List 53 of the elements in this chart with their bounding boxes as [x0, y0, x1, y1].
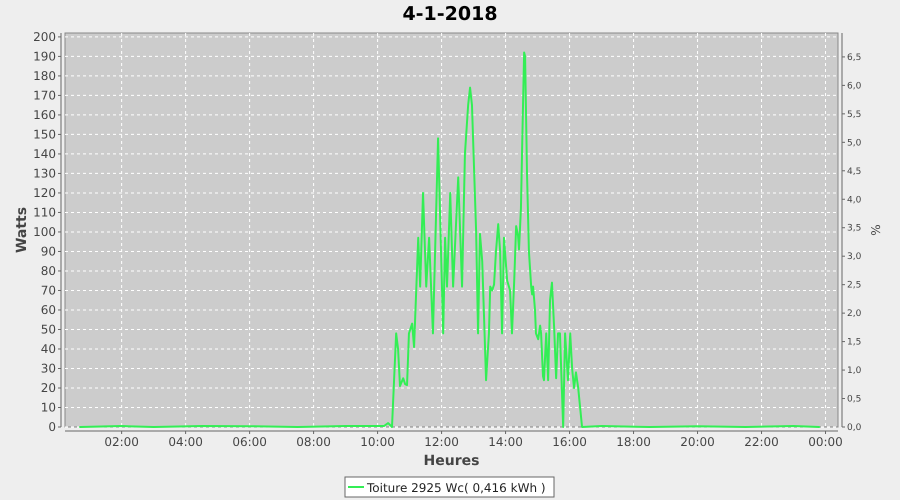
- y-axis-title: Watts: [14, 206, 30, 254]
- x-tick-label: 14:00: [488, 435, 523, 449]
- y2-tick-label: 5,0: [847, 138, 862, 148]
- y-tick-label: 80: [40, 264, 56, 278]
- y2-tick-label: 4,5: [847, 166, 862, 177]
- x-tick-label: 06:00: [232, 435, 267, 449]
- y2-tick-label: 1,5: [847, 338, 862, 348]
- y2-tick-label: 1,0: [847, 366, 862, 376]
- x-tick-label: 22:00: [744, 435, 779, 449]
- line-series: [79, 52, 820, 428]
- y2-axis-title: %: [869, 224, 883, 236]
- x-tick-label: 02:00: [104, 435, 139, 449]
- y-tick-label: 180: [33, 68, 56, 83]
- y2-tick-label: 3,0: [847, 252, 862, 262]
- x-axis-title: Heures: [424, 453, 480, 469]
- x-tick-label: 12:00: [424, 435, 459, 449]
- y-tick-label: 150: [33, 127, 56, 142]
- x-tick-label: 08:00: [296, 435, 331, 449]
- y2-tick-label: 0,0: [847, 423, 862, 433]
- y-tick-label: 200: [33, 30, 56, 44]
- y-tick-label: 20: [40, 380, 56, 395]
- x-tick-label: 00:00: [808, 435, 843, 449]
- y-tick-label: 130: [33, 166, 56, 180]
- y-tick-label: 160: [33, 108, 56, 122]
- x-tick-label: 10:00: [360, 435, 395, 449]
- y-tick-label: 0: [48, 420, 56, 434]
- y-tick-label: 70: [40, 283, 56, 298]
- y-tick-label: 60: [40, 302, 56, 317]
- y-tick-label: 10: [40, 400, 56, 414]
- y2-tick-label: 2,5: [847, 280, 862, 291]
- chart-title: 4-1-2018: [402, 3, 498, 25]
- y2-tick-label: 0,5: [847, 394, 862, 405]
- x-tick-label: 18:00: [616, 435, 651, 449]
- y-tick-label: 110: [33, 205, 56, 220]
- x-tick-label: 04:00: [168, 435, 203, 449]
- y2-tick-label: 6,0: [847, 81, 862, 92]
- y-tick-label: 50: [40, 322, 56, 336]
- y-tick-label: 170: [33, 88, 56, 102]
- y-tick-label: 30: [40, 361, 56, 376]
- y-tick-label: 90: [40, 244, 56, 258]
- legend-label: Toiture 2925 Wc( 0,416 kWh ): [366, 481, 546, 495]
- y-tick-label: 120: [33, 186, 56, 200]
- y2-tick-label: 4,0: [847, 195, 862, 206]
- y2-tick-label: 6,5: [847, 52, 862, 63]
- y-tick-label: 140: [33, 146, 56, 161]
- y2-tick-label: 3,5: [847, 224, 862, 234]
- y-tick-label: 100: [33, 224, 56, 239]
- x-tick-label: 20:00: [680, 435, 715, 449]
- y2-tick-label: 2,0: [847, 309, 862, 320]
- x-tick-label: 16:00: [552, 435, 587, 449]
- y-tick-label: 40: [40, 342, 56, 356]
- y-tick-label: 190: [33, 49, 56, 64]
- y2-tick-label: 5,5: [847, 110, 862, 120]
